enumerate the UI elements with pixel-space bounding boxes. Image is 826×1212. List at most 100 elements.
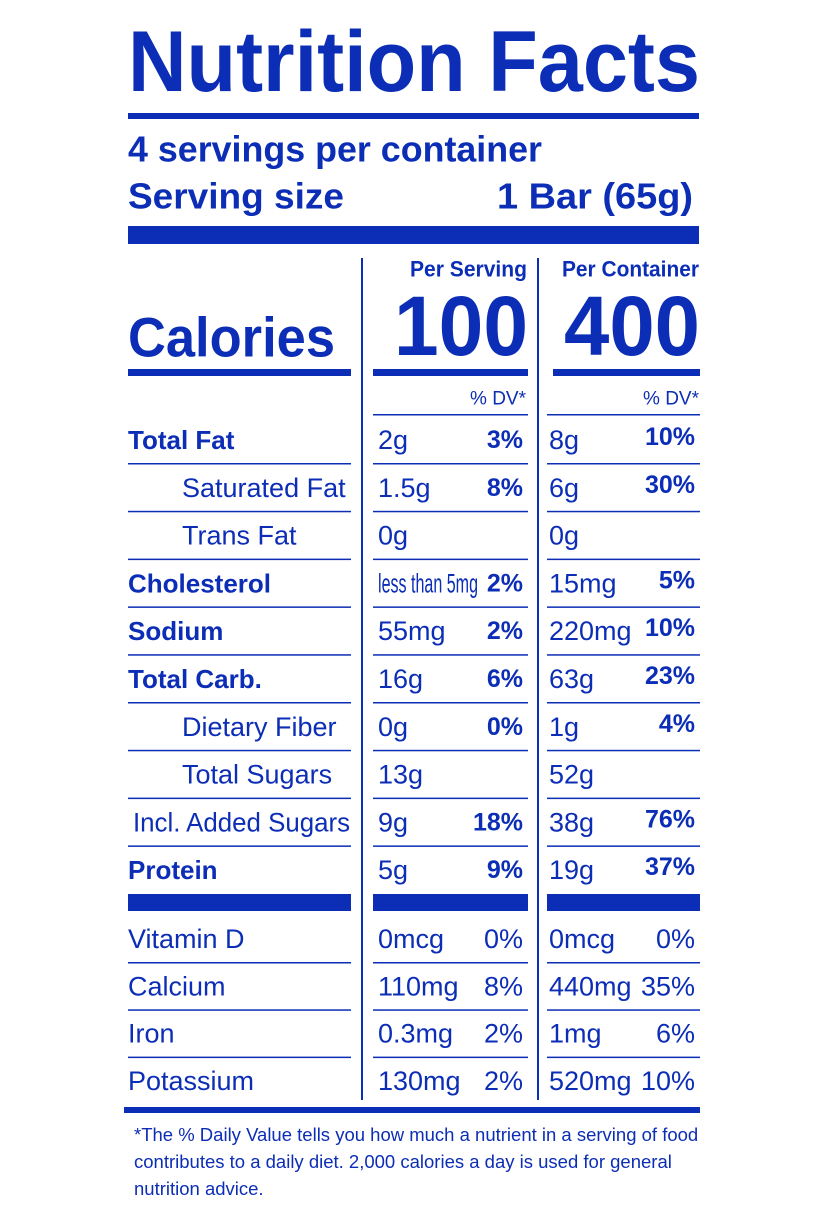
daily-value: 18% xyxy=(473,808,523,836)
amount: 13g xyxy=(378,760,423,790)
column-heading: Per Serving xyxy=(410,257,527,282)
daily-value: 8% xyxy=(484,971,523,1001)
amount: 130mg xyxy=(378,1066,461,1096)
daily-value: 6% xyxy=(487,665,523,693)
row-rule xyxy=(547,749,700,752)
serving-size: 1 Bar (65g) xyxy=(497,176,693,217)
daily-value: 10% xyxy=(645,423,695,451)
rule xyxy=(124,1107,700,1113)
rule xyxy=(128,113,699,119)
row-rule xyxy=(547,797,700,800)
amount: 6g xyxy=(549,473,579,503)
amount: 9g xyxy=(378,807,408,837)
nutrient-name: Total Carb. xyxy=(128,664,262,694)
row-rule xyxy=(128,749,351,752)
row-rule xyxy=(547,845,700,847)
amount: 15mg xyxy=(549,568,617,598)
daily-value: 2% xyxy=(484,1066,523,1096)
row-rule xyxy=(373,749,528,752)
row-rule xyxy=(128,510,351,513)
nutrient-name: Iron xyxy=(128,1019,175,1049)
row-rule xyxy=(373,962,528,964)
serving-size-label: Serving size xyxy=(128,176,344,217)
amount: 1g xyxy=(549,712,579,742)
nutrient-name: Incl. Added Sugars xyxy=(133,807,350,837)
nutrient-name: Dietary Fiber xyxy=(182,712,337,742)
amount: 520mg xyxy=(549,1066,632,1096)
rule xyxy=(128,369,351,376)
daily-value: 76% xyxy=(645,805,695,833)
amount: 8g xyxy=(549,425,579,455)
amount: 5g xyxy=(378,855,408,885)
rule xyxy=(547,414,700,416)
row-rule xyxy=(128,845,351,847)
row-rule xyxy=(128,1009,351,1011)
amount: 52g xyxy=(549,760,594,790)
row-rule xyxy=(373,845,528,847)
row-rule xyxy=(373,463,528,465)
row-rule xyxy=(373,1009,528,1011)
nutrient-name: Protein xyxy=(128,855,218,885)
rule xyxy=(553,369,700,376)
column-divider xyxy=(537,258,539,1100)
row-rule xyxy=(128,1056,351,1059)
row-rule xyxy=(547,1056,700,1059)
amount: 38g xyxy=(549,807,594,837)
row-rule xyxy=(373,654,528,656)
amount: 1mg xyxy=(549,1019,602,1049)
row-rule xyxy=(373,1056,528,1059)
row-rule xyxy=(547,463,700,465)
thick-rule xyxy=(547,894,700,911)
amount: 0mcg xyxy=(378,924,444,954)
amount: 220mg xyxy=(549,616,632,646)
daily-value: 5% xyxy=(659,566,695,594)
amount: 19g xyxy=(549,855,594,885)
row-rule xyxy=(547,606,700,608)
daily-value: 2% xyxy=(487,617,523,645)
nutrient-name: Calcium xyxy=(128,971,226,1001)
row-rule xyxy=(373,702,528,704)
thick-rule xyxy=(128,894,351,911)
daily-value: 3% xyxy=(487,426,523,454)
daily-value: 35% xyxy=(641,971,695,1001)
row-rule xyxy=(128,558,351,561)
thick-rule xyxy=(373,894,528,911)
row-rule xyxy=(373,558,528,561)
row-rule xyxy=(547,1009,700,1011)
nutrient-name: Cholesterol xyxy=(128,568,271,598)
daily-value: 8% xyxy=(487,474,523,502)
thick-rule xyxy=(128,226,699,244)
row-rule xyxy=(128,702,351,704)
amount: less than 5mg xyxy=(378,568,478,598)
amount: 440mg xyxy=(549,971,632,1001)
row-rule xyxy=(547,702,700,704)
amount: 0g xyxy=(378,521,408,551)
nutrient-name: Trans Fat xyxy=(182,521,297,551)
nutrient-name: Potassium xyxy=(128,1066,254,1096)
calories-value: 400 xyxy=(564,279,700,373)
amount: 0g xyxy=(378,712,408,742)
row-rule xyxy=(373,797,528,800)
daily-value: 37% xyxy=(645,853,695,881)
daily-value: 0% xyxy=(487,713,523,741)
daily-value: 0% xyxy=(656,924,695,954)
calories-label: Calories xyxy=(128,306,335,369)
servings: 4 servings per container xyxy=(128,129,542,170)
rule xyxy=(373,414,528,416)
daily-value: 2% xyxy=(487,569,523,597)
row-rule xyxy=(128,654,351,656)
amount: 0g xyxy=(549,521,579,551)
row-rule xyxy=(373,606,528,608)
nutrient-name: Saturated Fat xyxy=(182,473,346,503)
row-rule xyxy=(128,962,351,964)
amount: 2g xyxy=(378,425,408,455)
amount: 0mcg xyxy=(549,924,615,954)
daily-value: 23% xyxy=(645,662,695,690)
row-rule xyxy=(128,463,351,465)
daily-value: 9% xyxy=(487,856,523,884)
amount: 0.3mg xyxy=(378,1019,453,1049)
daily-value: 0% xyxy=(484,924,523,954)
amount: 1.5g xyxy=(378,473,431,503)
